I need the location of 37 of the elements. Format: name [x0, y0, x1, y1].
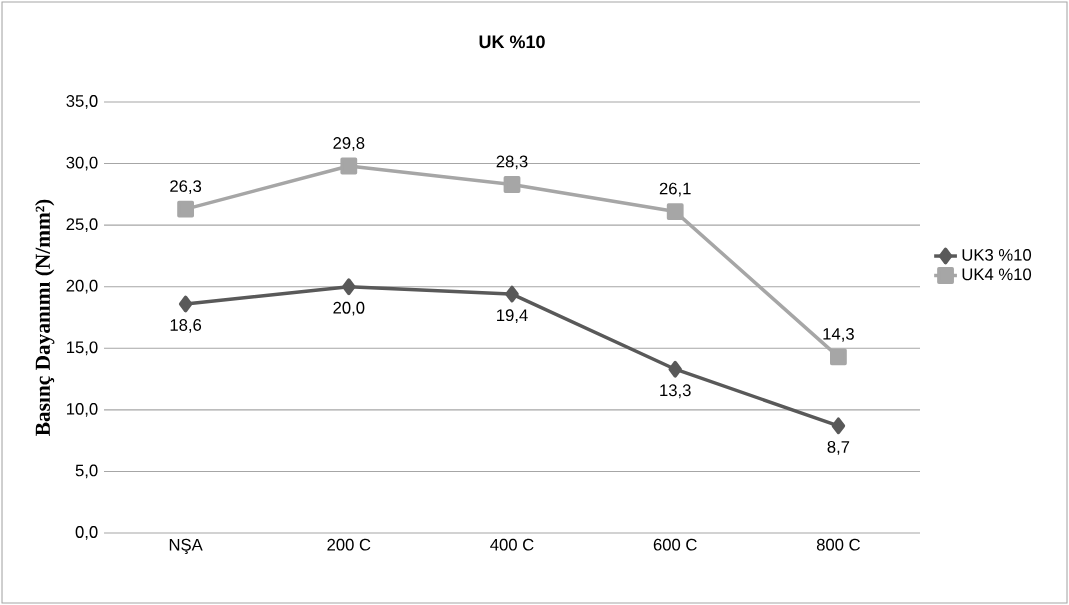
data-label: 28,3 [496, 155, 528, 170]
data-label: 20,0 [333, 301, 365, 316]
point [177, 200, 195, 218]
x-tick-label: 600 C [653, 538, 697, 551]
data-label: 26,3 [170, 180, 202, 194]
x-tick-label: 200 C [327, 538, 371, 551]
legend-label: UK3 %10 [962, 248, 1032, 261]
point [178, 295, 193, 313]
y-tick-label: 35,0 [66, 95, 98, 109]
point [831, 417, 846, 435]
data-label: 29,8 [333, 137, 365, 151]
point [666, 203, 684, 220]
y-tick-label: 0,0 [75, 526, 98, 540]
x-tick-label: 800 C [816, 538, 860, 551]
data-label: 18,6 [170, 319, 202, 333]
point [340, 157, 358, 175]
x-tick-label: NŞA [169, 538, 203, 554]
data-label: 26,1 [659, 182, 691, 197]
data-label: 19,4 [497, 309, 528, 324]
chart-title: UK %10 [479, 35, 545, 49]
y-tick-label: 20,0 [66, 279, 98, 294]
y-tick-label: 15,0 [67, 341, 98, 356]
y-tick-label: 30,0 [66, 156, 98, 171]
data-label: 8,7 [827, 441, 850, 455]
y-axis-title: Basınç Dayanımı (N/mm²) [34, 199, 55, 436]
y-tick-label: 10,0 [67, 402, 98, 417]
x-tick-label: 400 C [490, 538, 534, 551]
point [830, 348, 847, 366]
data-label: 14,3 [823, 327, 854, 342]
point [503, 176, 521, 193]
point [342, 278, 356, 296]
point [668, 360, 682, 378]
y-tick-label: 25,0 [66, 218, 98, 233]
y-tick-label: 5,0 [75, 464, 98, 479]
point [505, 285, 519, 303]
data-label: 13,3 [660, 384, 691, 399]
legend-label: UK4 %10 [962, 268, 1032, 281]
